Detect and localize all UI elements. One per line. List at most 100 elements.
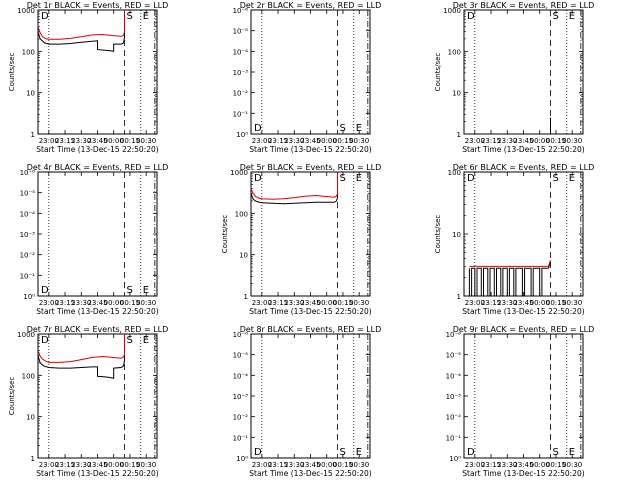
y-tick-label: 10⁻⁶: [20, 169, 36, 177]
x-tick-label: 00:30: [349, 461, 369, 469]
chart-panel-7: Det 7r BLACK = Events, RED = LLD Counts/s…: [8, 325, 168, 478]
marker-label-s: S: [553, 447, 559, 458]
y-tick-label: 10: [26, 414, 35, 422]
plot-frame: [250, 333, 371, 459]
y-tick-label: 100: [448, 169, 461, 177]
x-tick-label: 00:15: [546, 137, 566, 145]
marker-label-d: D: [41, 11, 49, 22]
y-tick-label: 1: [244, 293, 248, 301]
y-tick-label: 10⁻¹: [446, 434, 462, 442]
x-tick-label: 00:30: [136, 461, 156, 469]
x-tick-label: 23:30: [71, 299, 91, 307]
x-axis-label: Start Time (13-Dec-15 22:50:20): [249, 307, 371, 316]
x-axis-label: Start Time (13-Dec-15 22:50:20): [462, 307, 584, 316]
y-tick-label: 100: [448, 48, 461, 56]
y-tick-label: 10⁻¹: [233, 110, 249, 118]
x-tick-label: 23:15: [481, 461, 501, 469]
y-tick-label: 100: [235, 210, 248, 218]
x-tick-label: 23:15: [55, 137, 75, 145]
y-tick-label: 10⁻⁶: [233, 331, 249, 339]
chart-title: Det 5r BLACK = Events, RED = LLD: [240, 163, 382, 172]
x-tick-label: 00:15: [120, 137, 140, 145]
plot-frame: [37, 333, 158, 459]
series-lld: [37, 10, 125, 40]
chart-panel-6: Det 6r BLACK = Events, RED = LLD Counts/s…: [434, 163, 594, 316]
x-tick-label: 23:00: [252, 299, 272, 307]
x-tick-label: 00:30: [349, 137, 369, 145]
y-tick-label: 1000: [17, 331, 35, 339]
x-axis-label: Start Time (13-Dec-15 22:50:20): [249, 145, 371, 154]
plot-frame: [463, 333, 584, 459]
x-tick-label: 00:00: [317, 299, 337, 307]
marker-label-d: D: [254, 123, 262, 134]
y-tick-label: 10: [239, 252, 248, 260]
x-tick-label: 23:00: [465, 299, 485, 307]
x-tick-label: 00:00: [530, 461, 550, 469]
series-lld: [250, 172, 338, 200]
marker-label-e: E: [356, 123, 362, 134]
y-tick-label: 10⁻⁶: [233, 7, 249, 15]
chart-title: Det 3r BLACK = Events, RED = LLD: [453, 1, 595, 10]
y-tick-label: 10⁻³: [446, 393, 462, 401]
x-tick-label: 00:00: [104, 299, 124, 307]
x-tick-label: 00:00: [104, 461, 124, 469]
x-tick-label: 23:30: [497, 299, 517, 307]
x-tick-label: 23:00: [465, 137, 485, 145]
y-tick-label: 10⁻⁶: [446, 331, 462, 339]
chart-title: Det 7r BLACK = Events, RED = LLD: [27, 325, 169, 334]
x-tick-label: 23:45: [87, 137, 107, 145]
x-tick-label: 23:45: [513, 299, 533, 307]
x-tick-label: 00:15: [546, 299, 566, 307]
marker-label-s: S: [340, 173, 346, 184]
x-axis-label: Start Time (13-Dec-15 22:50:20): [462, 469, 584, 478]
series-events: [37, 10, 125, 52]
y-tick-label: 1: [457, 131, 461, 139]
x-tick-label: 00:30: [349, 299, 369, 307]
series-events: [250, 172, 338, 205]
y-tick-label: 10⁻⁵: [446, 352, 462, 360]
y-tick-label: 10⁻⁵: [20, 190, 36, 198]
x-tick-label: 00:30: [562, 137, 582, 145]
marker-label-d: D: [41, 335, 49, 346]
x-tick-label: 23:30: [497, 461, 517, 469]
marker-label-s: S: [127, 285, 133, 296]
y-tick-label: 10⁻²: [233, 90, 249, 98]
x-tick-label: 00:00: [317, 461, 337, 469]
chart-panel-3: Det 3r BLACK = Events, RED = LLD Counts/s…: [434, 1, 594, 154]
marker-label-s: S: [553, 173, 559, 184]
x-tick-label: 00:00: [317, 137, 337, 145]
x-tick-label: 00:30: [136, 137, 156, 145]
marker-label-e: E: [356, 173, 362, 184]
marker-label-e: E: [569, 447, 575, 458]
x-tick-label: 23:30: [284, 137, 304, 145]
y-tick-label: 10⁻⁵: [233, 352, 249, 360]
x-tick-label: 23:00: [252, 137, 272, 145]
x-tick-label: 23:30: [284, 461, 304, 469]
chart-panel-1: Det 1r BLACK = Events, RED = LLD Counts/s…: [8, 1, 168, 154]
y-axis-label: Counts/sec: [434, 215, 442, 254]
y-tick-label: 100: [22, 48, 35, 56]
plot-frame: [250, 9, 371, 135]
series-events: [37, 334, 125, 379]
x-tick-label: 23:30: [284, 299, 304, 307]
x-tick-label: 23:15: [268, 461, 288, 469]
marker-label-e: E: [569, 11, 575, 22]
x-tick-label: 23:15: [268, 137, 288, 145]
chart-panel-8: Det 8r BLACK = Events, RED = LLD 10⁰ 10⁻¹ 1…: [233, 325, 382, 478]
y-tick-label: 10⁻⁴: [20, 210, 36, 218]
chart-panel-9: Det 9r BLACK = Events, RED = LLD 10⁰ 10⁻¹ 1…: [446, 325, 595, 478]
marker-label-e: E: [143, 11, 149, 22]
x-tick-label: 23:30: [497, 137, 517, 145]
x-tick-label: 00:15: [333, 137, 353, 145]
chart-panel-4: Det 4r BLACK = Events, RED = LLD 10⁰ 10⁻¹ 1…: [20, 163, 169, 316]
marker-label-e: E: [143, 285, 149, 296]
x-axis-label: Start Time (13-Dec-15 22:50:20): [462, 145, 584, 154]
x-tick-label: 23:30: [71, 137, 91, 145]
marker-label-d: D: [254, 447, 262, 458]
x-tick-label: 23:00: [39, 137, 59, 145]
y-axis-label: Counts/sec: [434, 53, 442, 92]
y-tick-label: 1: [457, 293, 461, 301]
y-tick-label: 1000: [230, 169, 248, 177]
x-tick-label: 00:15: [333, 299, 353, 307]
